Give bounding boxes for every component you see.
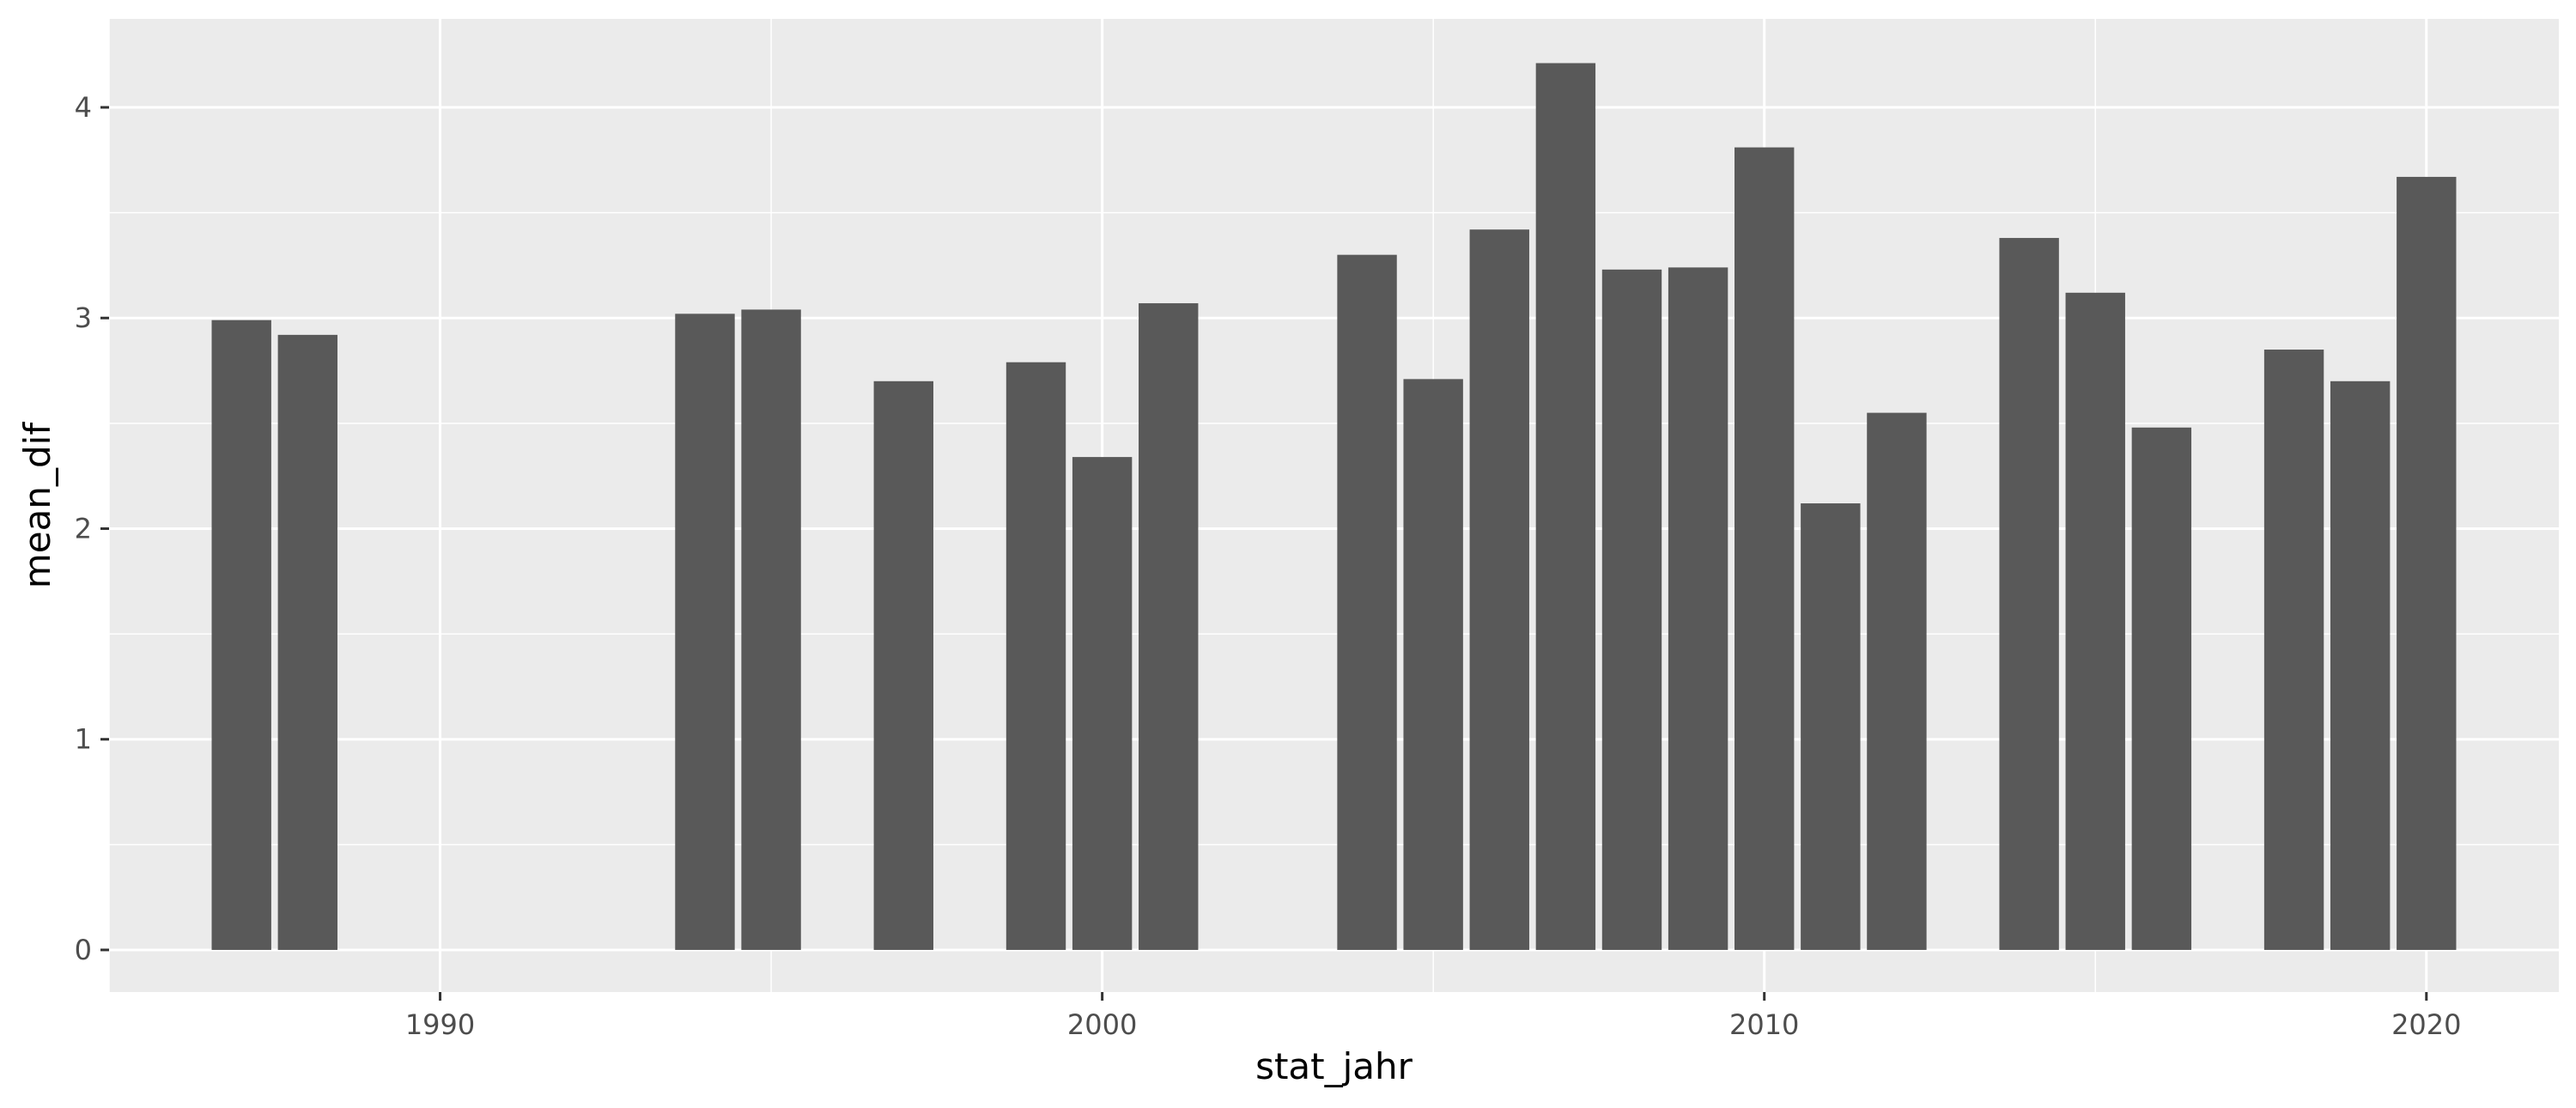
bar-1994 xyxy=(675,314,735,950)
y-tick-label: 4 xyxy=(75,91,92,124)
bar-2000 xyxy=(1072,457,1133,950)
x-axis-title: stat_jahr xyxy=(1255,1045,1413,1087)
bar-2010 xyxy=(1735,147,1795,950)
bar-2020 xyxy=(2397,176,2457,950)
bar-2004 xyxy=(1337,254,1397,950)
x-tick-label: 2000 xyxy=(1067,1008,1137,1041)
bar-1987 xyxy=(211,320,271,950)
y-tick-label: 3 xyxy=(75,301,92,334)
x-tick-label: 1990 xyxy=(405,1008,475,1041)
y-tick-label: 1 xyxy=(75,723,92,756)
x-axis: 1990 2000 2010 2020 xyxy=(405,992,2462,1041)
y-tick-label: 2 xyxy=(75,512,92,545)
x-tick-label: 2010 xyxy=(1729,1008,1799,1041)
x-tick-label: 2020 xyxy=(2391,1008,2461,1041)
bar-2014 xyxy=(1999,238,2059,950)
bar-2001 xyxy=(1139,303,1199,950)
bar-2019 xyxy=(2330,380,2391,950)
bar-2018 xyxy=(2263,350,2324,950)
y-tick-label: 0 xyxy=(75,934,92,966)
bar-1995 xyxy=(741,309,801,950)
bar-2006 xyxy=(1469,229,1529,950)
bar-1988 xyxy=(277,334,338,950)
bar-2012 xyxy=(1867,412,1927,950)
y-axis-title: mean_dif xyxy=(16,422,58,588)
bar-2015 xyxy=(2065,292,2125,950)
bar-2011 xyxy=(1801,503,1861,950)
bars xyxy=(211,63,2457,950)
bar-2005 xyxy=(1403,379,1463,950)
y-axis: 0 1 2 3 4 xyxy=(75,91,109,966)
bar-2009 xyxy=(1668,267,1728,950)
bar-2016 xyxy=(2131,427,2192,950)
plot-panel xyxy=(109,19,2559,992)
bar-2007 xyxy=(1535,63,1596,950)
bar-2008 xyxy=(1601,269,1662,950)
bar-1999 xyxy=(1005,362,1066,950)
bar-1997 xyxy=(873,380,933,950)
